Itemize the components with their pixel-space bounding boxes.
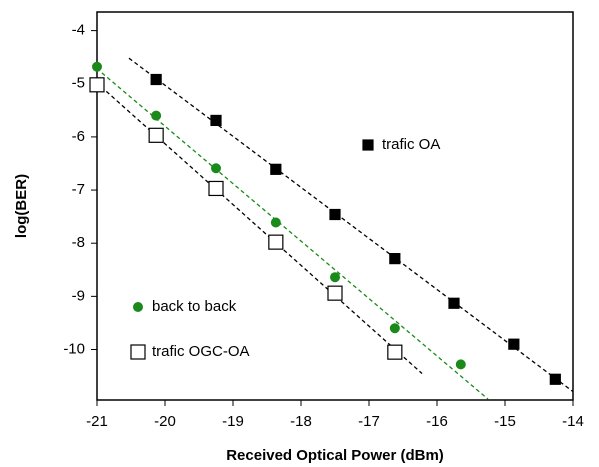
- legend-label: trafic OA: [382, 136, 440, 153]
- point: [327, 285, 343, 301]
- point: [211, 163, 221, 174]
- y-tick-label: -9: [72, 287, 85, 304]
- y-tick-label: -6: [72, 128, 85, 145]
- x-tick-label: -19: [222, 413, 244, 430]
- point: [89, 77, 105, 93]
- x-tick-label: -16: [426, 413, 448, 430]
- y-tick-label: -10: [63, 340, 85, 357]
- x-tick-label: -20: [154, 413, 176, 430]
- legend-label: trafic OGC-OA: [152, 343, 250, 360]
- trendline: [97, 82, 423, 375]
- point: [150, 73, 162, 86]
- y-tick-label: -5: [72, 75, 85, 92]
- plot-frame: [96, 11, 574, 401]
- x-tick-label: -14: [562, 413, 584, 430]
- x-tick-label: -17: [358, 413, 380, 430]
- x-tick-label: -18: [290, 413, 312, 430]
- point: [455, 359, 466, 370]
- legend-label: back to back: [152, 298, 237, 315]
- point: [508, 338, 520, 350]
- point: [208, 180, 224, 197]
- x-tick-label: -15: [494, 413, 516, 430]
- point: [387, 344, 403, 360]
- point: [151, 110, 162, 121]
- point: [330, 272, 340, 283]
- point: [329, 208, 341, 221]
- point: [270, 163, 282, 175]
- y-axis-label: log(BER): [13, 174, 30, 238]
- trendline: [128, 57, 573, 393]
- point: [389, 253, 401, 265]
- x-axis-label: Received Optical Power (dBm): [226, 447, 444, 464]
- y-tick-label: -4: [72, 22, 85, 39]
- point: [270, 217, 281, 228]
- legend-marker: [133, 302, 143, 312]
- point: [92, 61, 102, 72]
- point: [389, 323, 400, 334]
- legend-marker: [130, 344, 146, 360]
- y-tick-label: -8: [72, 234, 85, 251]
- legend-marker: [362, 139, 374, 151]
- x-tick-label: -21: [86, 413, 108, 430]
- point: [268, 234, 284, 250]
- point: [448, 297, 460, 309]
- plot-area: [97, 57, 573, 400]
- y-tick-label: -7: [72, 181, 85, 198]
- point: [549, 373, 561, 385]
- point: [148, 127, 164, 143]
- point: [210, 114, 222, 127]
